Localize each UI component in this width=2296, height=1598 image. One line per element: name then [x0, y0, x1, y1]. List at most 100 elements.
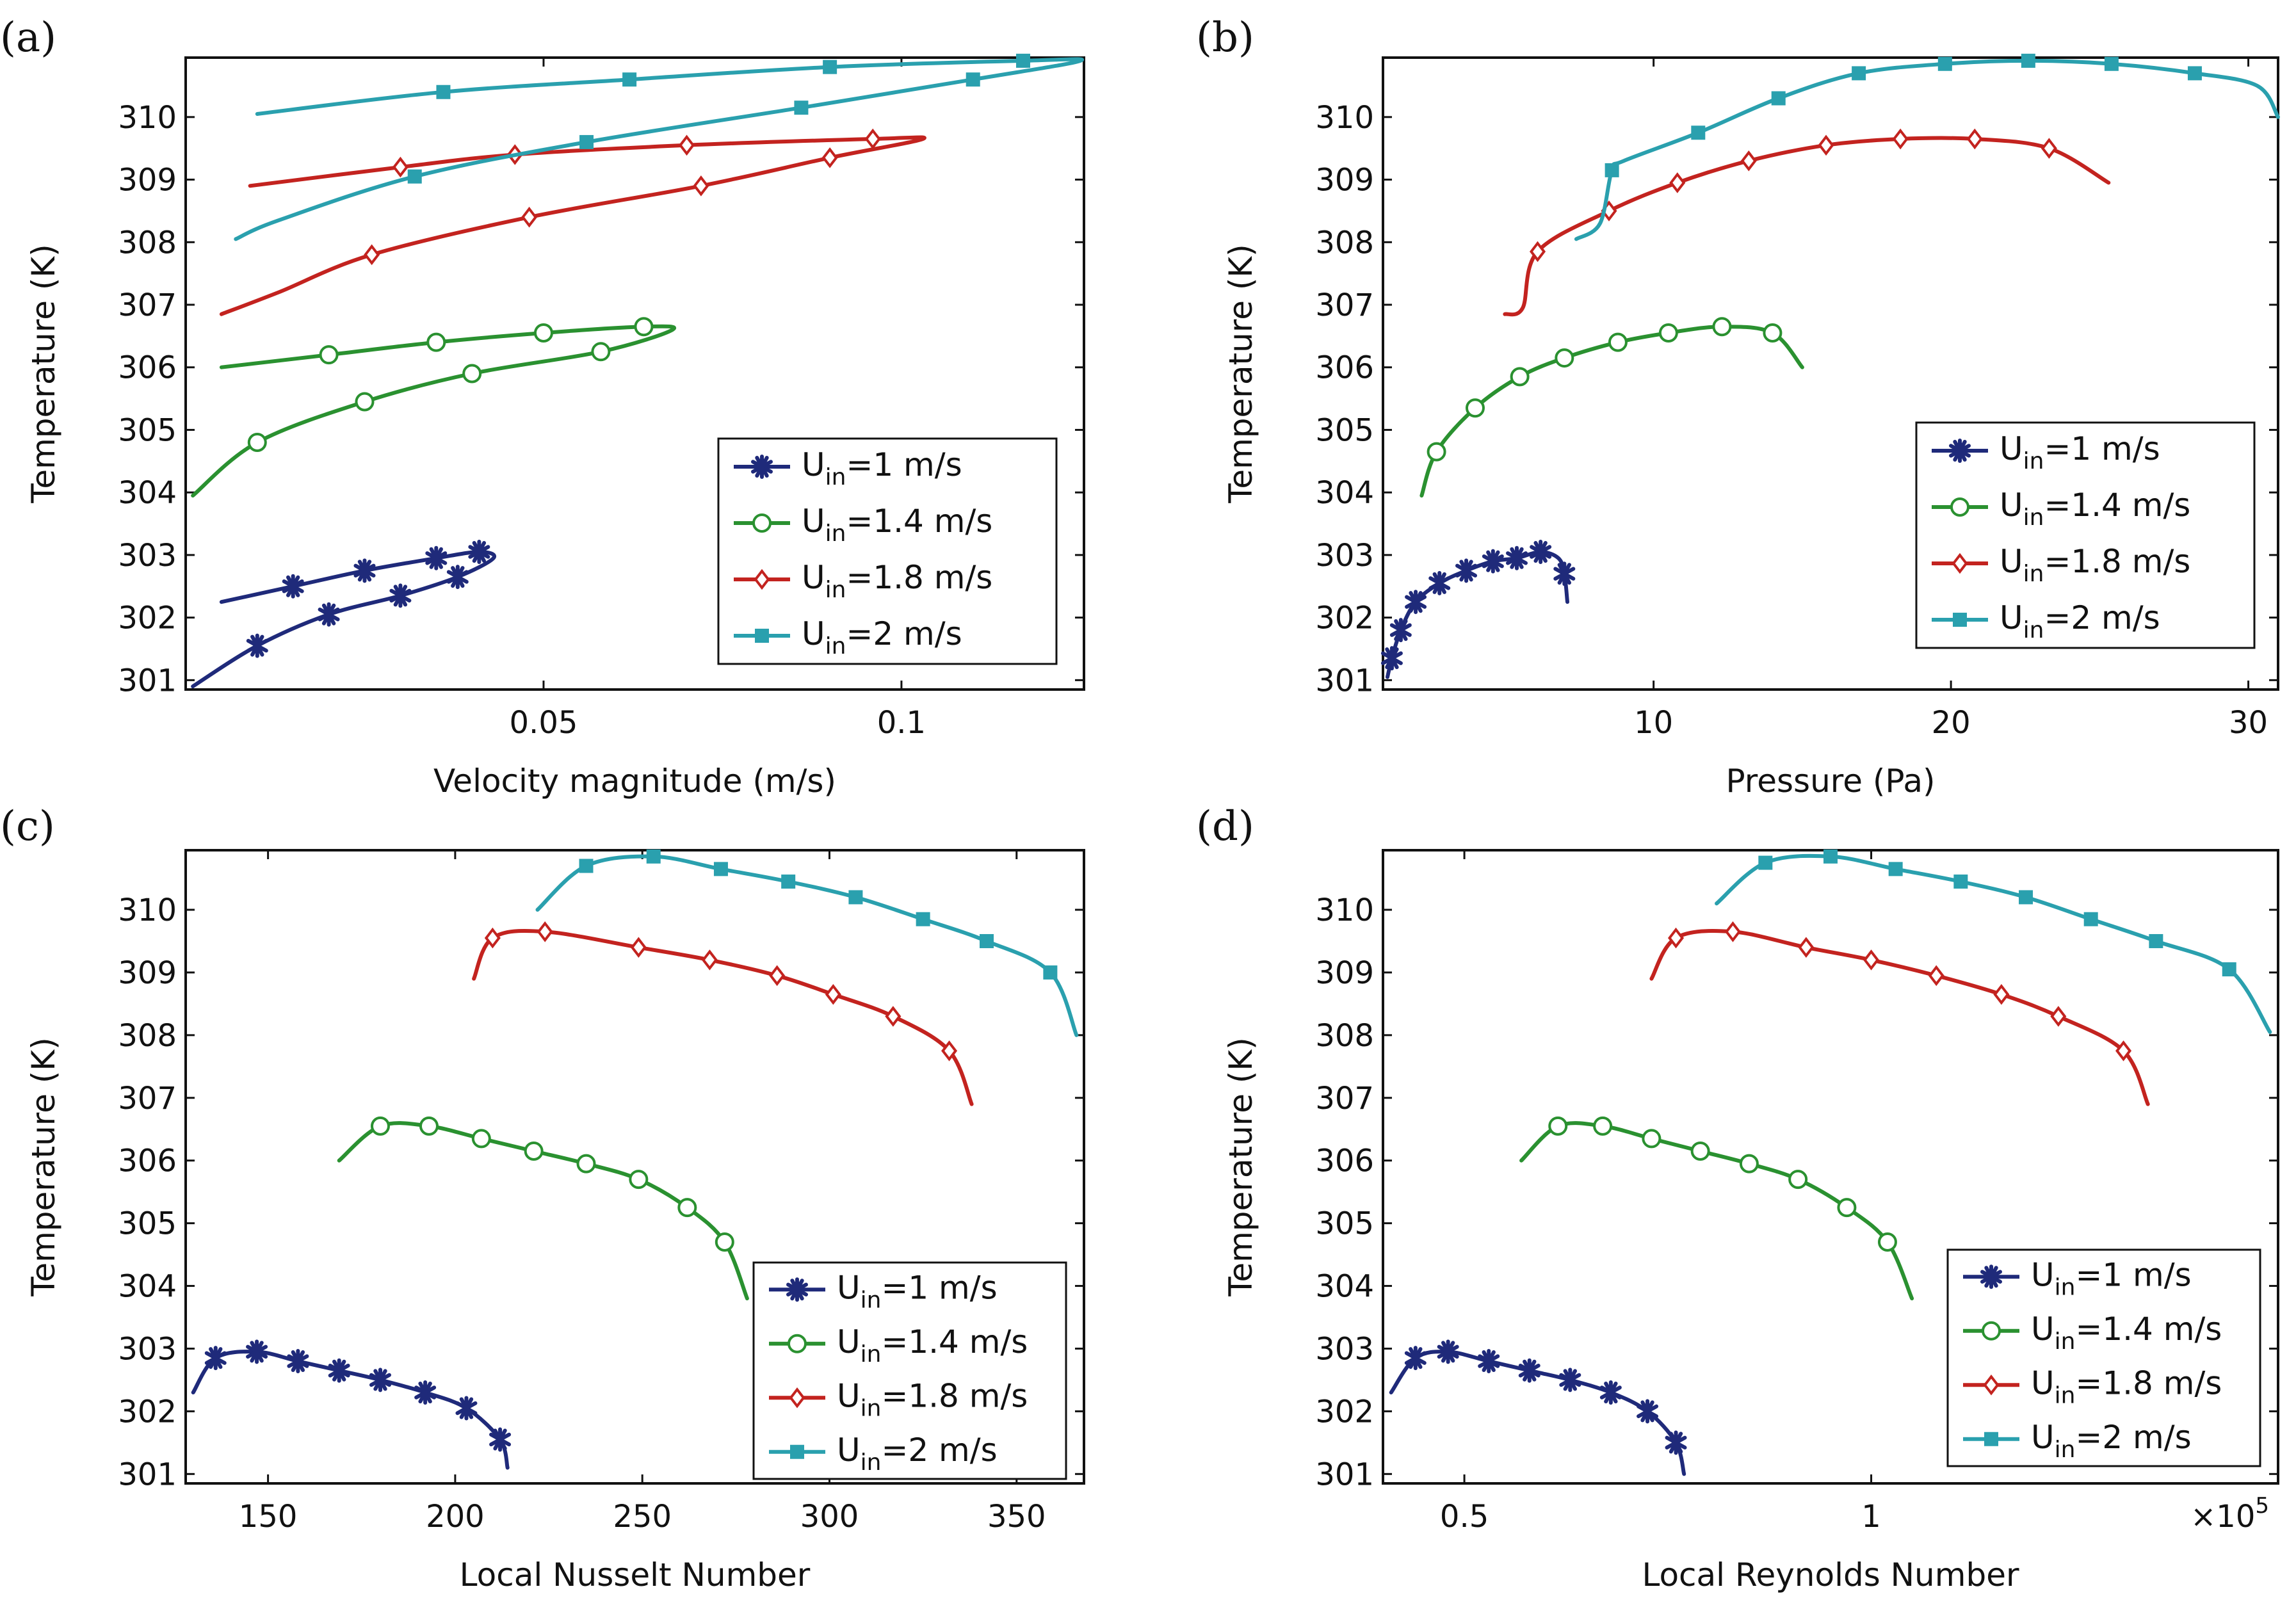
data-point-u14: [1555, 348, 1574, 368]
data-point-u1: [1553, 561, 1576, 586]
data-point-u1: [489, 1427, 512, 1452]
series-u2: [1574, 53, 2280, 241]
legend-marker-u14: [1982, 1321, 2001, 1341]
legend-box: [1946, 1248, 2261, 1467]
legend-label: Uin=1 m/s: [837, 1269, 998, 1313]
series-u1: [1389, 1339, 1687, 1476]
legend-subscript: in: [825, 521, 846, 547]
legend-box: [1915, 421, 2256, 649]
data-point-u2: [1043, 965, 1058, 980]
legend-marker-u18: [1952, 553, 1968, 574]
legend-box: [717, 437, 1058, 665]
series-line-u18: [219, 135, 926, 316]
data-point-u1-arm: [1394, 619, 1408, 642]
y-tick-label: 302: [118, 1394, 177, 1430]
legend-subscript: in: [861, 1341, 882, 1368]
data-point-u14: [1712, 317, 1732, 337]
legend-value: =1 m/s: [846, 446, 962, 483]
legend-value: =1.4 m/s: [846, 503, 992, 540]
data-point-u2: [436, 85, 451, 99]
data-point-u18: [1818, 134, 1834, 156]
legend-label: Uin=1 m/s: [2031, 1256, 2192, 1300]
legend-symbol: U: [2031, 1364, 2055, 1401]
legend-marker-u2: [790, 1444, 804, 1459]
series-line-u2: [535, 854, 1079, 1037]
legend-marker-u14: [1950, 497, 1969, 517]
legend-label: Uin=1.4 m/s: [802, 503, 992, 547]
data-point-u1: [389, 583, 412, 608]
legend-symbol: U: [2000, 487, 2023, 524]
legend-entry-u14: Uin=1.4 m/s: [769, 1323, 1028, 1368]
legend-symbol: U: [2000, 430, 2023, 467]
series-u1: [191, 540, 496, 689]
y-tick-label: 308: [118, 225, 177, 261]
data-point-u2: [2187, 66, 2202, 81]
data-point-u14: [355, 392, 375, 412]
data-point-u1: [1428, 570, 1451, 595]
data-point-u14: [1690, 1142, 1710, 1161]
data-point-u1-arm: [1563, 1369, 1578, 1391]
y-tick-label: 307: [118, 1081, 177, 1117]
y-tick-label: 306: [118, 1143, 177, 1179]
data-point-u14: [1739, 1154, 1759, 1174]
legend-subscript: in: [2023, 561, 2044, 587]
legend-entry-u2: Uin=2 m/s: [1932, 599, 2160, 643]
legend-marker-u1: [786, 1277, 808, 1302]
data-point-u18: [521, 206, 538, 228]
legend-marker-u2: [1984, 1432, 1998, 1446]
legend-label: Uin=1.8 m/s: [837, 1377, 1028, 1421]
data-point-u14: [370, 1116, 390, 1136]
x-tick-label: 1: [1861, 1499, 1881, 1535]
data-point-u18: [821, 147, 838, 168]
legend-subscript: in: [2055, 1437, 2076, 1463]
data-point-u14: [1788, 1170, 1808, 1190]
series-u18: [472, 921, 974, 1106]
data-point-u18: [1724, 921, 1742, 942]
data-point-u14: [1837, 1198, 1857, 1218]
data-point-u18: [769, 965, 786, 987]
data-point-u1: [204, 1346, 227, 1371]
legend-subscript: in: [825, 464, 846, 490]
series-line-u14: [337, 1121, 749, 1301]
data-point-u1: [1482, 549, 1504, 574]
data-point-u1-arm: [250, 634, 264, 657]
y-tick-label: 304: [1315, 1269, 1374, 1305]
y-tick-label: 309: [118, 955, 177, 991]
x-tick-label: 350: [987, 1499, 1046, 1535]
x-axis-title: Local Reynolds Number: [1642, 1556, 2019, 1594]
data-point-u1-arm: [1510, 547, 1524, 569]
legend-symbol: U: [837, 1432, 861, 1469]
legend-value: =1 m/s: [881, 1269, 997, 1306]
data-point-u1: [414, 1380, 437, 1405]
y-tick-label: 305: [1315, 412, 1374, 448]
y-tick-label: 310: [118, 892, 177, 928]
panel-label: (b): [1196, 14, 1254, 61]
legend-value: =1.4 m/s: [881, 1323, 1028, 1360]
legend-symbol: U: [802, 615, 825, 652]
legend-marker-u1-arm: [790, 1279, 804, 1301]
data-point-u18: [630, 937, 647, 958]
series-line-u1: [1386, 550, 1569, 679]
data-point-u1-arm: [1669, 1432, 1683, 1454]
y-tick-label: 310: [1315, 100, 1374, 136]
data-point-u2: [579, 134, 594, 149]
x-tick-label: 150: [239, 1499, 298, 1535]
y-tick-label: 310: [1315, 892, 1374, 928]
legend-symbol: U: [837, 1323, 861, 1360]
data-point-u1-arm: [1523, 1359, 1537, 1382]
x-tick-label: 200: [426, 1499, 485, 1535]
panel-label: (a): [0, 14, 56, 61]
legend-symbol: U: [837, 1269, 861, 1306]
data-point-u14: [462, 364, 482, 383]
legend-label: Uin=2 m/s: [2031, 1419, 2192, 1463]
data-point-u2: [1015, 53, 1030, 68]
legend-subscript: in: [825, 577, 846, 603]
plot-frame: [184, 56, 1085, 691]
y-tick-label: 301: [1315, 663, 1374, 698]
data-point-u2: [1758, 855, 1773, 870]
data-point-u2: [622, 72, 637, 87]
y-tick-label: 305: [118, 1206, 177, 1242]
